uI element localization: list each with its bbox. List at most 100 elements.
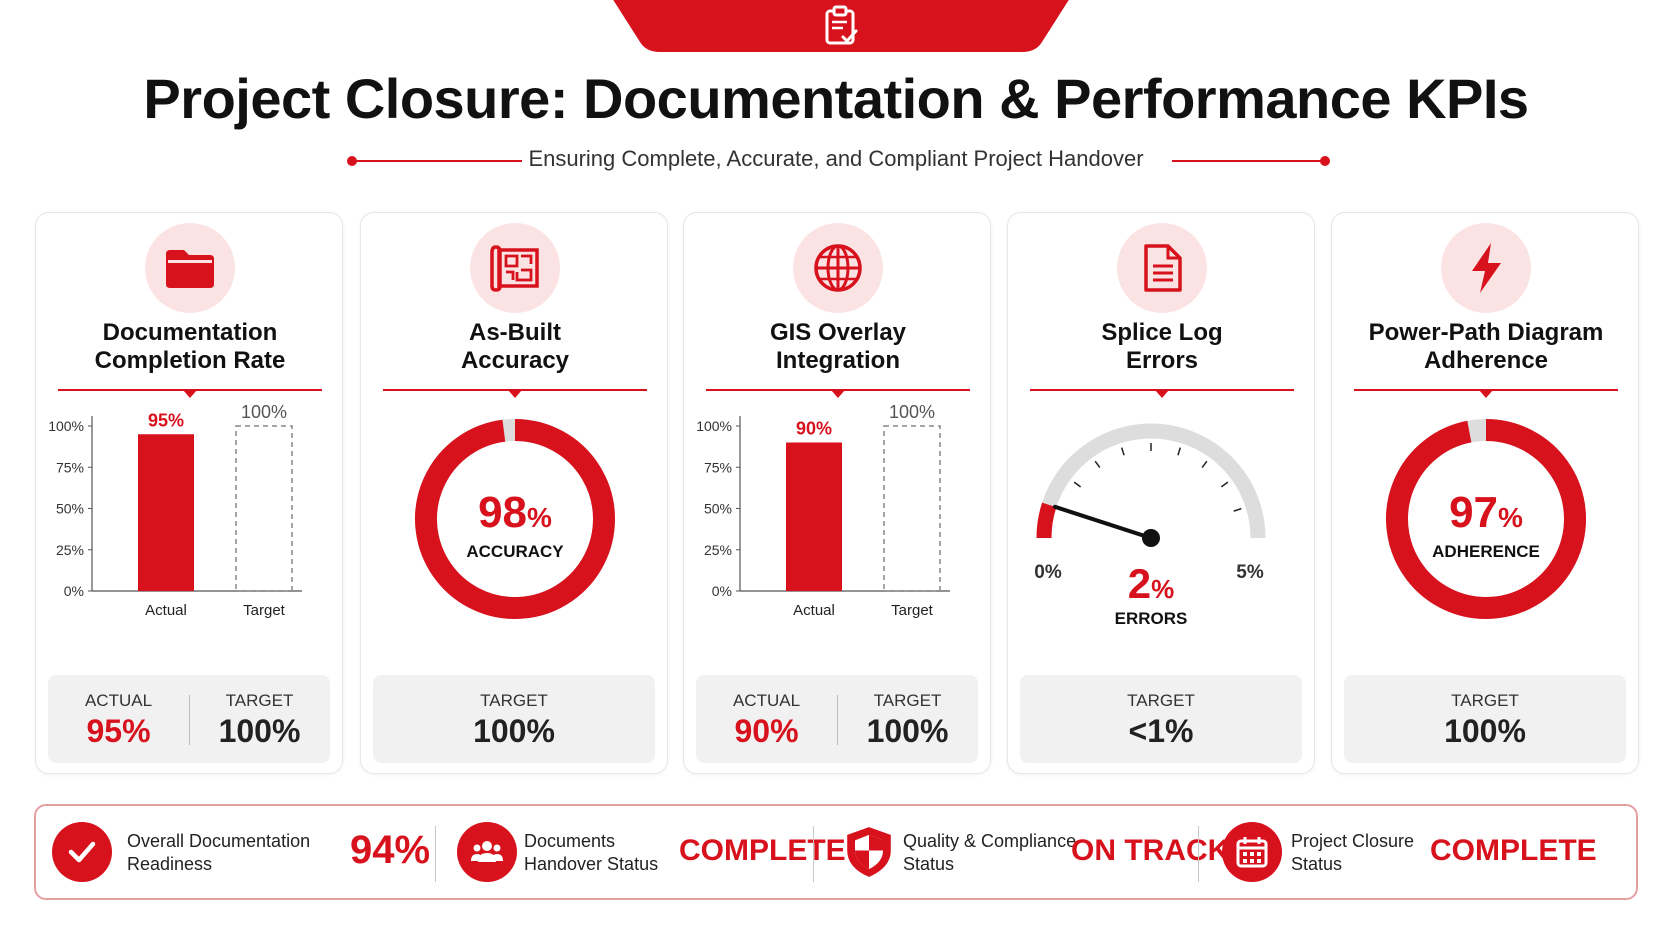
gauge-min-label: 0%: [1034, 562, 1062, 583]
summary-value: COMPLETE: [1430, 834, 1597, 867]
center-value: 2%: [1128, 560, 1174, 607]
gauge-tick: [1120, 447, 1125, 456]
divider-pointer: [1479, 390, 1493, 398]
gauge-tick: [1201, 460, 1208, 469]
x-tick-label: Target: [243, 602, 286, 619]
kpi-card-splice-log: Splice Log Errors 0% 5% 2% ERRORS TARGET <1…: [1007, 212, 1315, 774]
kpi-card-gis: GIS Overlay Integration 0% 25% 50% 75% 100% 9…: [683, 212, 991, 774]
bar-target: [883, 425, 941, 592]
actual-value: 95%: [86, 713, 151, 749]
target-label: TARGET: [1451, 691, 1519, 710]
target-label: TARGET: [480, 691, 548, 710]
gauge-max-label: 5%: [1236, 562, 1264, 583]
card-title: Power-Path Diagram Adherence: [1342, 319, 1630, 375]
footer-box: TARGET 100%: [373, 675, 655, 763]
card-title: Documentation Completion Rate: [46, 319, 334, 375]
summary-separator: [813, 826, 814, 882]
folder-icon: [166, 250, 214, 288]
gauge-tick: [1233, 507, 1242, 512]
card-title-line2: Integration: [776, 347, 900, 374]
y-tick-label: 100%: [696, 418, 732, 434]
shield-icon: [847, 827, 891, 877]
divider-pointer: [1155, 390, 1169, 398]
footer-actual: ACTUAL 95%: [48, 675, 189, 763]
kpi-card-documentation: Documentation Completion Rate 0% 25% 50% 75…: [35, 212, 343, 774]
divider-pointer: [183, 390, 197, 398]
gauge-tick: [1177, 447, 1182, 456]
card-title: As-Built Accuracy: [371, 319, 659, 375]
footer-target: TARGET 100%: [837, 675, 978, 763]
y-tick-label: 25%: [56, 542, 84, 558]
y-tick-label: 75%: [704, 459, 732, 475]
summary-label-line1: Quality & Compliance: [903, 831, 1077, 851]
summary-project-closure: Project Closure Status COMPLETE: [1222, 806, 1622, 898]
center-value-unit: %: [527, 502, 552, 533]
footer-separator: [189, 695, 190, 745]
bar-actual: [138, 434, 194, 591]
target-value: 100%: [1444, 713, 1526, 749]
footer-actual: ACTUAL 90%: [696, 675, 837, 763]
shield-badge: [839, 822, 899, 882]
target-value: 100%: [866, 713, 949, 749]
donut-chart: 97% ADHERENCE: [1386, 419, 1586, 619]
center-value-number: 98: [478, 488, 527, 537]
center-label: ACCURACY: [466, 542, 564, 561]
card-title-line1: Splice Log: [1101, 319, 1223, 346]
target-label: TARGET: [225, 691, 294, 710]
y-tick-label: 25%: [704, 542, 732, 558]
summary-handover-status: Documents Handover Status COMPLETE: [457, 806, 846, 898]
card-title: Splice Log Errors: [1018, 319, 1306, 375]
summary-label-line1: Project Closure: [1291, 831, 1415, 851]
card-title-line2: Accuracy: [460, 347, 570, 374]
kpi-card-power-path: Power-Path Diagram Adherence 97% ADHERENC…: [1331, 212, 1639, 774]
target-value: 100%: [218, 713, 301, 749]
subtitle-row: Ensuring Complete, Accurate, and Complia…: [0, 146, 1672, 176]
x-tick-label: Target: [891, 602, 934, 619]
icon-badge: [145, 223, 235, 313]
center-value: 98%: [478, 488, 552, 537]
card-title-line1: As-Built: [469, 319, 561, 346]
footer-box: TARGET 100%: [1344, 675, 1626, 763]
summary-quality-compliance: Quality & Compliance Status ON TRACK: [839, 806, 1229, 898]
summary-value: 94%: [350, 828, 431, 872]
icon-badge: [1441, 223, 1531, 313]
donut-slice: [415, 419, 615, 619]
divider-pointer: [508, 390, 522, 398]
people-icon: [471, 841, 503, 862]
document-icon: [1144, 244, 1182, 292]
center-value-unit: %: [1498, 502, 1523, 533]
calendar-badge: [1222, 822, 1282, 882]
footer-target: TARGET 100%: [373, 675, 655, 763]
footer-box: ACTUAL 95% TARGET 100%: [48, 675, 330, 763]
summary-label: Project Closure Status: [1291, 830, 1481, 876]
data-label: 95%: [148, 410, 184, 430]
y-tick-label: 75%: [56, 459, 84, 475]
subtitle-line-right: [1172, 160, 1324, 162]
footer-box: TARGET <1%: [1020, 675, 1302, 763]
header-tab-shape: [613, 0, 1069, 52]
actual-label: ACTUAL: [732, 691, 801, 710]
target-value: <1%: [1128, 713, 1194, 749]
center-label: ERRORS: [1115, 609, 1188, 628]
gauge-tick: [1094, 460, 1101, 469]
summary-value: ON TRACK: [1071, 834, 1230, 867]
y-tick-label: 0%: [712, 583, 732, 599]
icon-badge: [1117, 223, 1207, 313]
summary-overall-readiness: Overall Documentation Readiness 94%: [52, 806, 442, 898]
bar-chart: 0% 25% 50% 75% 100% 90% Actual 100% Target: [696, 402, 950, 619]
footer-target: TARGET <1%: [1020, 675, 1302, 763]
divider-pointer: [831, 390, 845, 398]
lightning-bolt-icon: [1472, 243, 1501, 293]
checkmark-badge: [52, 822, 112, 882]
summary-label-line2: Status: [1291, 854, 1343, 874]
x-tick-label: Actual: [793, 602, 835, 619]
y-tick-label: 0%: [64, 583, 84, 599]
summary-label: Overall Documentation Readiness: [127, 830, 317, 876]
card-title-line1: Power-Path Diagram: [1368, 319, 1604, 346]
data-label: 100%: [241, 402, 287, 422]
gauge-track: [1036, 423, 1266, 539]
card-title-line1: Documentation: [102, 319, 278, 346]
summary-label: Documents Handover Status: [524, 830, 714, 876]
gauge-fill: [1036, 502, 1057, 539]
card-title-line2: Errors: [1125, 347, 1199, 374]
